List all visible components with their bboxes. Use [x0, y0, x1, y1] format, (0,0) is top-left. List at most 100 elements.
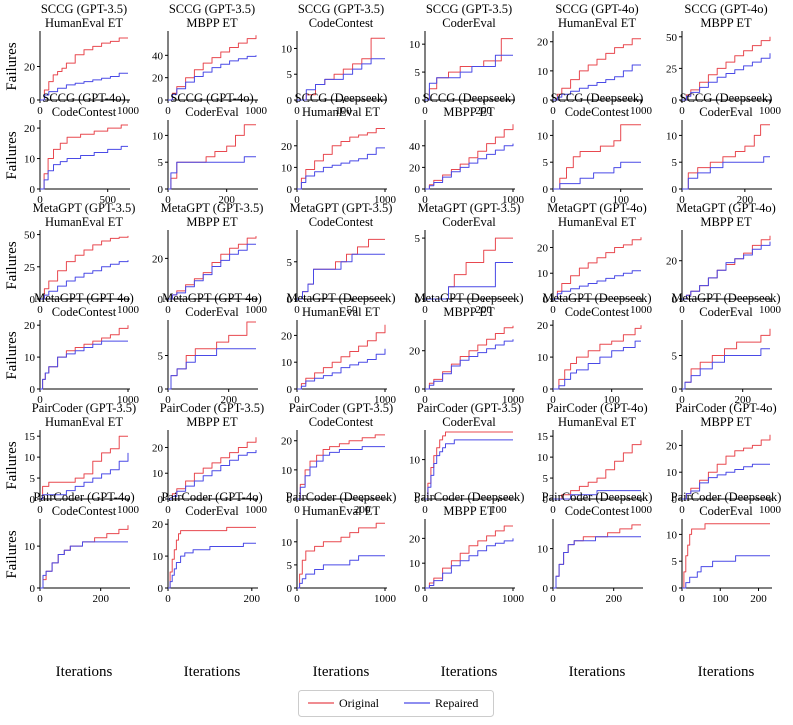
x-tick-label: 1000 [502, 194, 525, 206]
subplot-subtitle: HumanEval ET [45, 215, 123, 229]
series-repaired-line [425, 262, 513, 300]
series-repaired-line [297, 348, 386, 390]
series-original-line [40, 435, 128, 500]
subplot-subtitle: MBPP ET [186, 215, 238, 229]
y-tick-label: 0 [415, 95, 421, 107]
y-tick-label: 10 [24, 352, 36, 364]
y-tick-label: 10 [281, 465, 293, 477]
y-tick-label: 0 [672, 494, 678, 506]
subplot-title: PairCoder (GPT-4o) [546, 401, 647, 415]
y-tick-label: 0 [415, 583, 421, 595]
y-tick-label: 0 [543, 294, 549, 306]
subplot-title: PairCoder (Deepseek) [414, 490, 525, 504]
subplot-11: SCCG (Deepseek)CodeContest 0 100 0 5 10 [537, 91, 643, 206]
subplot-7: SCCG (GPT-4o)CodeContest 0 500 0 10 20 [24, 91, 130, 206]
y-tick-label: 20 [537, 242, 549, 254]
y-tick-label: 0 [30, 384, 36, 396]
subplot-1: SCCG (GPT-3.5)HumanEval ET 0 1000 0 20 [24, 2, 140, 117]
series-original-line [553, 38, 641, 101]
y-axis-label: Failures [4, 42, 20, 90]
y-tick-label: 10 [537, 130, 549, 142]
x-tick-label: 0 [679, 504, 685, 516]
series-original-line [553, 325, 642, 390]
subplot-29: PairCoder (GPT-4o)HumanEval ET 0 1000 0 5 10 1… [537, 401, 653, 516]
series-original-line [297, 522, 385, 589]
series-original-line [297, 324, 386, 390]
subplot-title: SCCG (GPT-3.5) [426, 2, 512, 16]
y-tick-label: 5 [543, 473, 549, 485]
y-tick-label: 0 [158, 184, 164, 196]
y-tick-label: 10 [537, 66, 549, 78]
subplot-title: MetaGPT (GPT-3.5) [290, 201, 393, 215]
series-repaired-line [682, 463, 770, 500]
x-tick-label: 200 [354, 504, 371, 516]
y-tick-label: 10 [409, 39, 421, 51]
y-tick-label: 15 [537, 431, 549, 443]
y-tick-label: 0 [672, 294, 678, 306]
y-tick-label: 0 [543, 95, 549, 107]
y-tick-label: 20 [152, 442, 164, 454]
subplot-28: PairCoder (GPT-3.5)CoderEval 0 100 0 10 [409, 401, 521, 516]
subplot-20: MetaGPT (GPT-4o)CoderEval 0 200 0 5 [158, 291, 262, 406]
y-tick-label: 5 [287, 560, 293, 572]
y-axis-label: Failures [4, 131, 20, 179]
x-tick-label: 0 [165, 194, 171, 206]
series-original-line [40, 525, 129, 589]
subplot-title: MetaGPT (GPT-3.5) [33, 201, 136, 215]
subplot-subtitle: CodeContest [565, 305, 630, 319]
series-original-line [425, 431, 513, 500]
x-tick-label: 0 [294, 394, 300, 406]
subplot-title: PairCoder (Deepseek) [286, 490, 397, 504]
y-tick-label: 10 [537, 352, 549, 364]
series-repaired-line [168, 243, 256, 300]
series-original-line [682, 124, 770, 190]
subplot-subtitle: CodeContest [309, 215, 374, 229]
x-tick-label: 0 [165, 394, 171, 406]
subplot-31: PairCoder (GPT-4o)CodeContest 0 200 0 10 [24, 490, 135, 605]
series-repaired-line [553, 340, 641, 390]
series-repaired-line [425, 54, 513, 101]
y-tick-label: 20 [152, 253, 164, 265]
series-repaired-line [297, 147, 385, 190]
subplot-title: PairCoder (Deepseek) [671, 490, 782, 504]
x-tick-label: 1000 [630, 105, 653, 117]
y-tick-label: 10 [24, 541, 36, 553]
subplot-subtitle: HumanEval ET [45, 415, 123, 429]
y-axis-label: Failures [4, 441, 20, 489]
x-tick-label: 200 [244, 593, 261, 605]
series-original-line [297, 128, 385, 190]
subplot-subtitle: CodeContest [52, 504, 117, 518]
subplot-25: PairCoder (GPT-3.5)HumanEval ET 0 1000 0 5 10… [24, 401, 140, 516]
series-repaired-line [553, 161, 641, 190]
series-repaired-line [40, 541, 128, 589]
x-tick-label: 0 [550, 504, 556, 516]
x-tick-label: 1000 [117, 105, 140, 117]
y-tick-label: 0 [287, 384, 293, 396]
subplot-26: PairCoder (GPT-3.5)MBPP ET 0 1000 0 10 20 [152, 401, 268, 516]
subplot-subtitle: CodeContest [52, 105, 117, 119]
subplot-title: PairCoder (GPT-4o) [161, 490, 262, 504]
x-tick-label: 100 [335, 105, 352, 117]
y-tick-label: 10 [152, 130, 164, 142]
series-repaired-line [297, 555, 385, 589]
y-tick-label: 10 [24, 452, 36, 464]
x-tick-label: 0 [422, 504, 428, 516]
y-tick-label: 50 [24, 230, 36, 242]
y-tick-label: 20 [537, 37, 549, 49]
series-repaired-line [553, 270, 641, 300]
legend-frame [298, 690, 494, 717]
subplot-subtitle: CoderEval [442, 215, 496, 229]
series-repaired-line [425, 143, 514, 190]
x-tick-label: 0 [422, 105, 428, 117]
y-axis-label: Failures [4, 241, 20, 289]
legend: Original Repaired [298, 690, 494, 717]
series-repaired-line [553, 64, 641, 101]
series-repaired-line [297, 58, 385, 101]
x-tick-label: 1000 [630, 504, 653, 516]
subplot-title: MetaGPT (GPT-4o) [676, 201, 776, 215]
y-tick-label: 20 [152, 519, 164, 531]
subplot-title: PairCoder (GPT-4o) [33, 490, 134, 504]
x-tick-label: 0 [550, 304, 556, 316]
